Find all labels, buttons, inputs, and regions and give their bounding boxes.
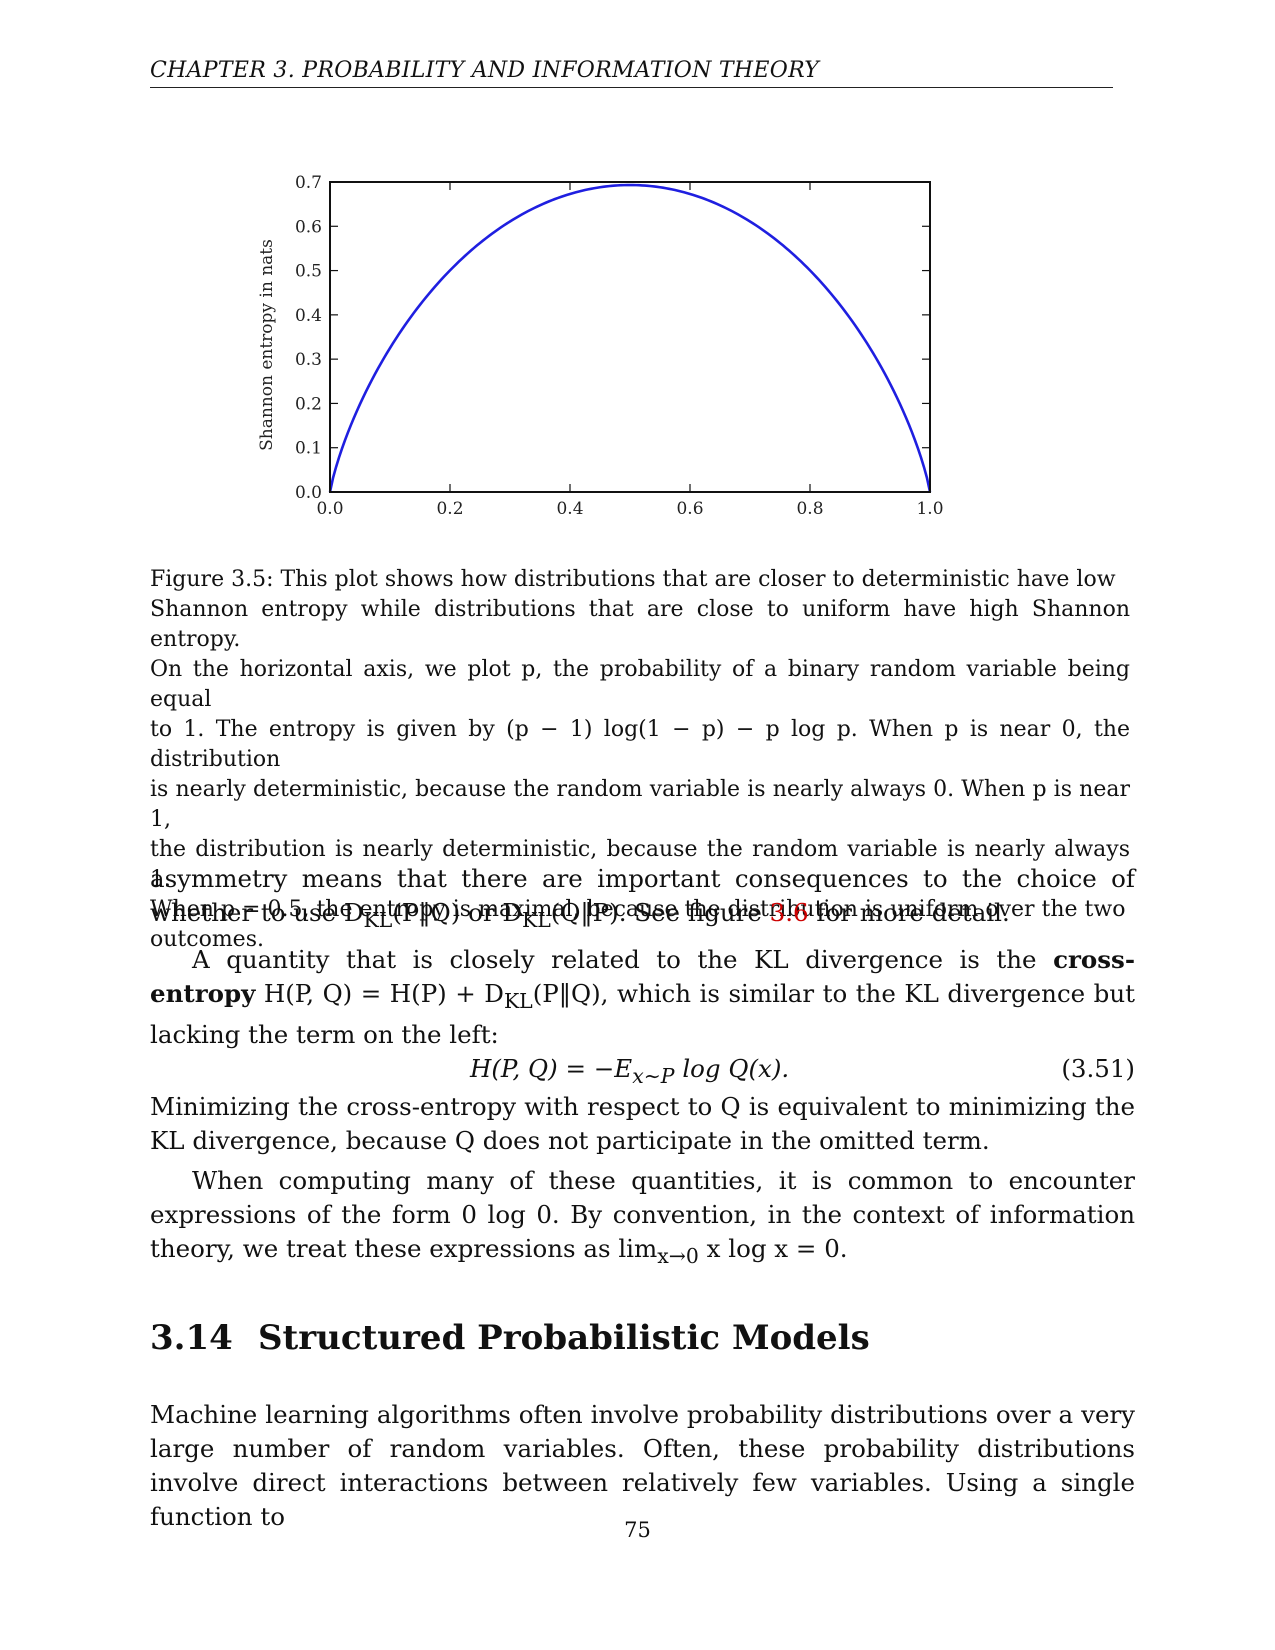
- series-line-0: [328, 183, 932, 493]
- x-tick-label: 0.2: [436, 499, 463, 519]
- caption-line: the distribution is nearly deterministic…: [150, 837, 1130, 892]
- x-tick-label: 0.6: [676, 499, 703, 519]
- paragraph: When computing many of these quantities,…: [150, 1165, 1135, 1268]
- x-tick-label: 0.4: [556, 499, 583, 519]
- caption-line: to 1. The entropy is given by (p − 1) lo…: [150, 717, 1130, 772]
- y-tick-label: 0.6: [295, 217, 322, 237]
- y-tick-label: 0.2: [295, 394, 322, 414]
- paragraph: Minimizing the cross-entropy with respec…: [150, 1091, 1135, 1155]
- y-tick-label: 0.1: [295, 439, 322, 459]
- caption-line: is nearly deterministic, because the ran…: [150, 777, 1130, 832]
- term-cross-entropy: cross-entropy: [150, 944, 1135, 1008]
- equation-3-51: H(P, Q) = −Ex∼P log Q(x). (3.51): [150, 1052, 1135, 1090]
- paragraph: asymmetry means that there are important…: [150, 864, 1135, 932]
- y-tick-label: 0.4: [295, 306, 322, 326]
- caption-line: Figure 3.5: This plot shows how distribu…: [150, 567, 1116, 592]
- running-title: CHAPTER 3. PROBABILITY AND INFORMATION T…: [150, 58, 820, 83]
- figure-reference-link[interactable]: 3.6: [769, 898, 809, 927]
- equation-body: H(P, Q) = −Ex∼P log Q(x).: [470, 1053, 790, 1088]
- paragraph: A quantity that is closely related to th…: [150, 944, 1135, 1049]
- entropy-plot: 0.0 0.2 0.4 0.6 0.8 1.0 0.0 0.1 0.2 0.3 0.4 0.5 0.6 0…: [257, 175, 944, 519]
- caption-line: outcomes.: [150, 927, 264, 952]
- caption-line: Shannon entropy while distributions that…: [150, 597, 1130, 652]
- plot-frame: [329, 181, 931, 493]
- caption-line: On the horizontal axis, we plot p, the p…: [150, 657, 1130, 712]
- figure-caption: Figure 3.5: This plot shows how distribu…: [150, 565, 1130, 955]
- x-tick-label: 0.8: [796, 499, 823, 519]
- x-tick-label: 0.0: [316, 499, 343, 519]
- section-heading: 3.14 Structured Probabilistic Models: [150, 1318, 1135, 1358]
- section-text: Machine learning algorithms often involv…: [150, 1400, 1135, 1531]
- y-tick-label: 0.0: [295, 483, 322, 503]
- x-tick-label: 1.0: [916, 499, 943, 519]
- y-tick-label: 0.5: [295, 262, 322, 282]
- section-title: Structured Probabilistic Models: [258, 1318, 870, 1358]
- caption-line: When p = 0.5, the entropy is maximal, be…: [150, 897, 1126, 922]
- y-tick-label: 0.3: [295, 350, 322, 370]
- page-number: 75: [624, 1518, 651, 1542]
- y-axis-label: Shannon entropy in nats: [257, 239, 277, 451]
- running-header: CHAPTER 3. PROBABILITY AND INFORMATION T…: [150, 58, 1113, 88]
- section-number: 3.14: [150, 1318, 233, 1358]
- body-text: asymmetry means that there are important…: [150, 862, 1135, 1273]
- equation-number: (3.51): [1061, 1053, 1135, 1083]
- y-tick-label: 0.7: [295, 175, 322, 193]
